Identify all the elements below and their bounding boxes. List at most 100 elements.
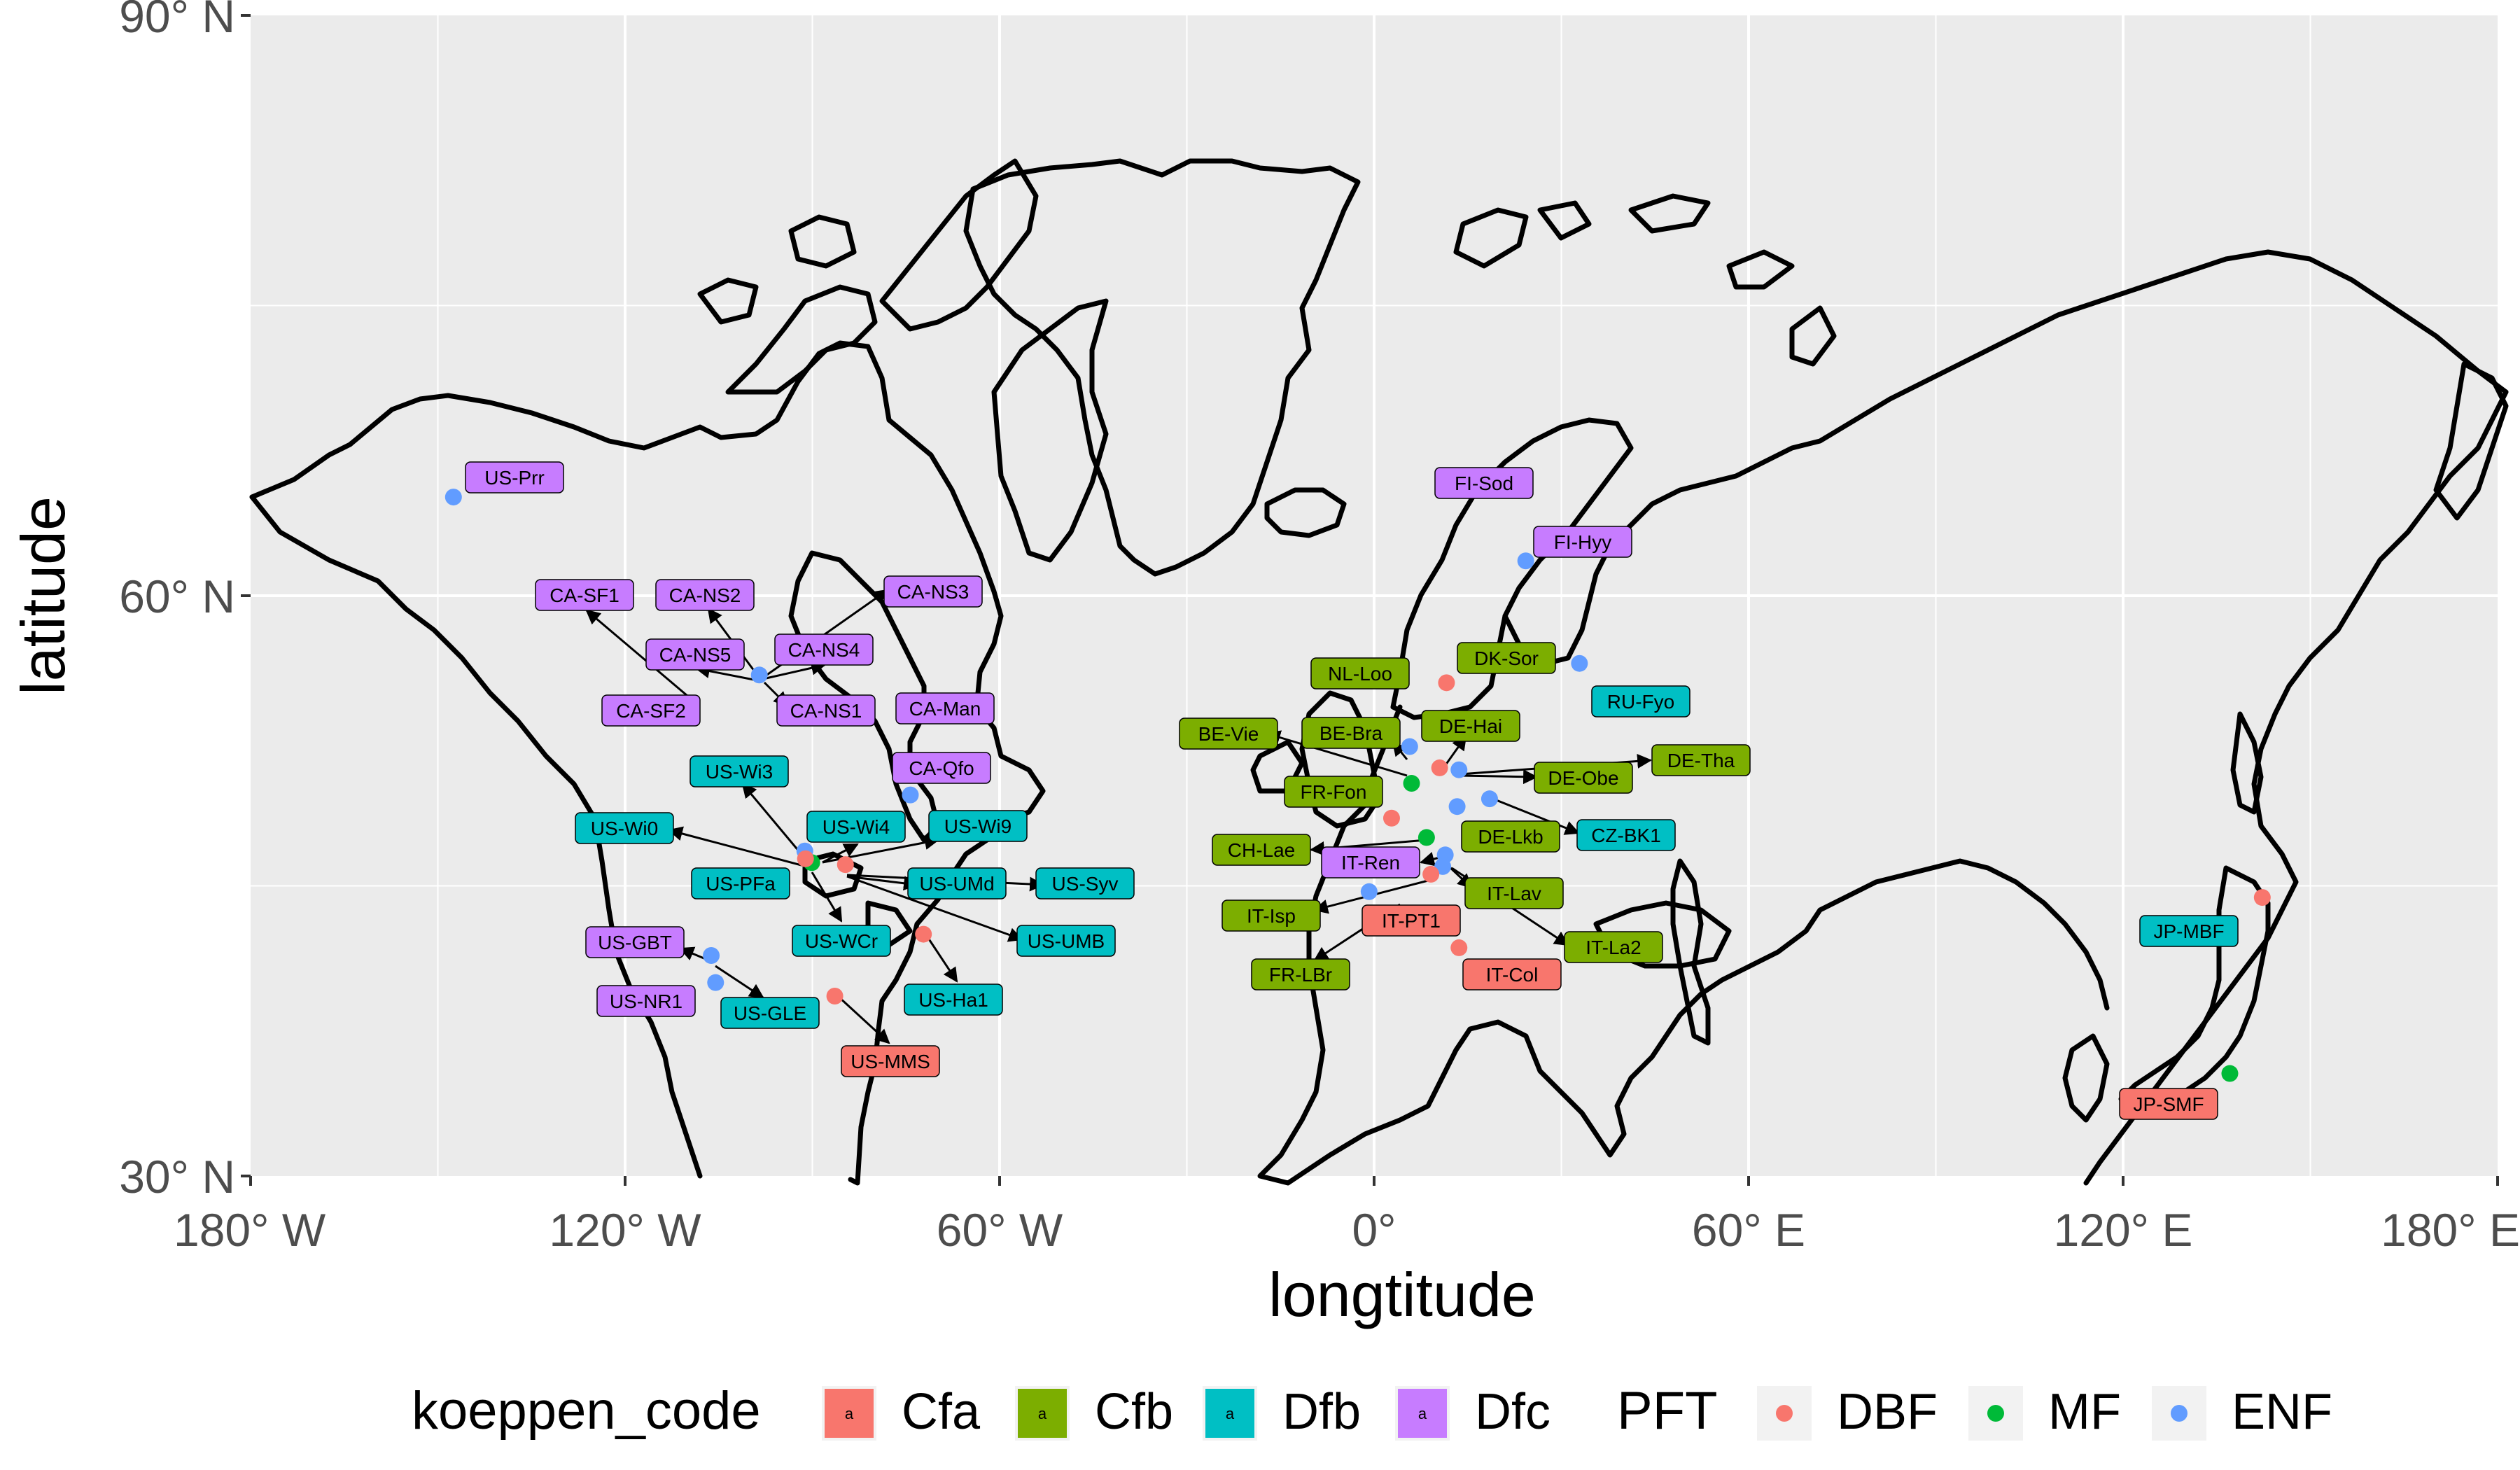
site-point-enf <box>703 946 720 964</box>
site-label-text: FR-LBr <box>1269 964 1332 986</box>
connector-us-wi0 <box>667 826 813 869</box>
legend-koeppen-label: Dfb <box>1282 1384 1361 1440</box>
legend-key-swatch <box>1205 1389 1254 1438</box>
x-tick-label: 120° E <box>2054 1204 2193 1256</box>
site-point-dbf <box>2253 889 2271 906</box>
site-label-text: CA-SF1 <box>550 584 620 606</box>
site-point-dbf <box>797 850 814 867</box>
site-label-box <box>928 810 1028 842</box>
site-point-enf <box>1434 858 1452 875</box>
site-label-text: US-Ha1 <box>918 989 988 1011</box>
site-label-dk-sor: DK-Sor <box>1457 642 1556 674</box>
site-label-text: US-Prr <box>484 467 545 489</box>
site-label-text: US-MMS <box>850 1051 930 1072</box>
site-label-box <box>1362 904 1461 937</box>
site-label-us-umd: US-UMd <box>907 867 1007 899</box>
site-label-text: BE-Bra <box>1320 722 1383 744</box>
site-label-text: US-GLE <box>734 1002 806 1024</box>
site-label-box <box>1564 931 1663 963</box>
site-label-text: IT-Ren <box>1341 852 1400 874</box>
site-label-text: US-Wi4 <box>822 816 890 838</box>
site-label-ca-man: CA-Man <box>895 692 995 724</box>
site-point-dbf <box>1450 939 1468 956</box>
site-label-nl-loo: NL-Loo <box>1310 657 1410 690</box>
legend-key-glyph: a <box>845 1405 854 1422</box>
site-label-box <box>575 812 674 844</box>
legend-pft-label: ENF <box>2232 1384 2332 1440</box>
site-label-us-pfa: US-PFa <box>691 867 790 899</box>
site-label-ca-ns5: CA-NS5 <box>645 638 745 671</box>
site-label-us-mms: US-MMS <box>841 1045 940 1077</box>
legend-koeppen-dfb: a Dfb <box>1203 1384 1361 1441</box>
site-label-text: CA-Man <box>909 698 981 720</box>
site-label-fi-hyy: FI-Hyy <box>1533 526 1632 558</box>
site-point-enf <box>1450 761 1468 778</box>
coastline-arctic-islands <box>697 158 1039 395</box>
site-label-us-gle: US-GLE <box>720 997 820 1029</box>
site-label-us-nr1: US-NR1 <box>596 985 696 1017</box>
site-label-box <box>1212 834 1311 866</box>
site-label-box <box>1179 718 1278 750</box>
legend-koeppen-cfa: a Cfa <box>822 1384 981 1441</box>
site-label-box <box>1464 877 1564 909</box>
site-label-text: RU-Fyo <box>1607 691 1674 713</box>
legend-pft-dbf: DBF <box>1757 1384 1938 1441</box>
site-label-box <box>1434 467 1534 499</box>
site-label-text: DE-Hai <box>1439 715 1502 737</box>
site-label-it-ren: IT-Ren <box>1321 846 1420 878</box>
site-label-text: US-WCr <box>805 930 878 952</box>
site-point-enf <box>1448 798 1466 816</box>
connector-us-ha1 <box>924 933 958 983</box>
site-label-box <box>1533 526 1632 558</box>
site-label-text: US-UMB <box>1028 930 1105 952</box>
site-label-box <box>892 752 991 784</box>
coastline-europe-mainland <box>1257 704 1907 1186</box>
site-label-box <box>1591 685 1690 718</box>
site-label-text: CA-NS4 <box>788 639 860 661</box>
site-label-box <box>585 926 685 958</box>
legend-koeppen-cfb: a Cfb <box>1015 1384 1173 1441</box>
site-label-text: CA-Qfo <box>909 757 974 779</box>
site-label-cz-bk1: CZ-BK1 <box>1576 819 1676 851</box>
x-tick-label: 120° W <box>549 1204 701 1256</box>
site-label-text: BE-Vie <box>1198 723 1259 745</box>
legend-key-swatch <box>825 1389 874 1438</box>
legend-key-swatch <box>1398 1389 1447 1438</box>
site-label-box <box>1222 899 1321 932</box>
legend-key-dot <box>2171 1405 2188 1422</box>
site-label-text: US-Wi9 <box>944 816 1011 837</box>
connector-us-gle <box>715 965 764 999</box>
site-label-jp-mbf: JP-MBF <box>2139 915 2239 947</box>
site-point-enf <box>707 974 724 991</box>
site-label-ca-ns2: CA-NS2 <box>655 579 755 611</box>
site-points <box>444 489 2271 1082</box>
x-tick-label: 180° W <box>174 1204 326 1256</box>
coastlines <box>249 158 2509 1186</box>
x-tick-label: 60° W <box>937 1204 1063 1256</box>
site-point-enf <box>1401 738 1418 755</box>
site-label-text: FR-Fon <box>1301 781 1367 803</box>
site-label-text: NL-Loo <box>1328 663 1392 685</box>
site-label-box <box>774 634 874 666</box>
site-label-box <box>655 579 755 611</box>
site-label-text: IT-La2 <box>1586 937 1641 958</box>
site-point-dbf <box>1382 809 1400 827</box>
site-label-us-prr: US-Prr <box>465 461 564 493</box>
site-label-ch-lae: CH-Lae <box>1212 834 1311 866</box>
connector-de-obe <box>1460 769 1539 785</box>
site-label-ca-ns4: CA-NS4 <box>774 634 874 666</box>
site-label-box <box>720 997 820 1029</box>
site-point-enf <box>1360 883 1378 900</box>
x-tick-label: 180° E <box>2381 1204 2520 1256</box>
site-label-box <box>1462 958 1562 990</box>
coastline-pacific-coast <box>249 494 703 1179</box>
legend-pft-label: MF <box>2048 1384 2121 1440</box>
site-label-box <box>776 694 876 727</box>
site-label-text: IT-Lav <box>1487 883 1541 904</box>
site-label-text: IT-Isp <box>1247 905 1296 927</box>
site-label-text: CA-NS1 <box>790 700 862 722</box>
site-label-box <box>645 638 745 671</box>
y-tick-label: 90° N <box>119 0 235 42</box>
site-label-ca-qfo: CA-Qfo <box>892 752 991 784</box>
site-label-text: DE-Lkb <box>1478 826 1543 848</box>
